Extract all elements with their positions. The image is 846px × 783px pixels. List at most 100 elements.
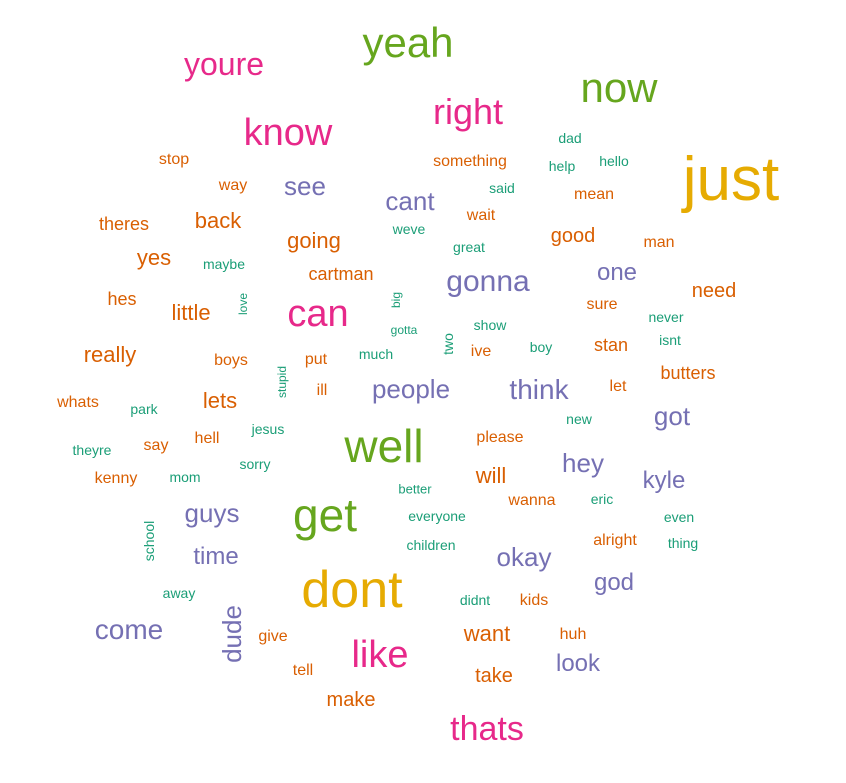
- word-mom: mom: [169, 469, 201, 485]
- word-people: people: [371, 374, 451, 404]
- word-stop: stop: [158, 151, 190, 168]
- word-just: just: [682, 145, 780, 214]
- word-way: way: [218, 177, 248, 194]
- word-hell: hell: [194, 430, 220, 447]
- word-say: say: [143, 437, 169, 454]
- word-hello: hello: [599, 153, 629, 169]
- word-now: now: [580, 64, 658, 111]
- word-kids: kids: [519, 592, 549, 609]
- word-ill: ill: [316, 382, 328, 399]
- word-sure: sure: [586, 296, 618, 313]
- word-good: good: [550, 225, 596, 247]
- word-cartman: cartman: [308, 264, 374, 284]
- word-whats: whats: [57, 394, 99, 411]
- word-one: one: [596, 259, 638, 286]
- word-cant: cant: [385, 186, 435, 216]
- word-everyone: everyone: [408, 508, 466, 524]
- word-never: never: [648, 309, 684, 325]
- word-take: take: [475, 665, 513, 687]
- word-mean: mean: [573, 186, 615, 203]
- word-need: need: [691, 280, 737, 302]
- word-thats: thats: [450, 710, 524, 748]
- word-two: two: [440, 333, 456, 355]
- word-think: think: [509, 374, 569, 405]
- word-can: can: [287, 293, 349, 335]
- word-stan: stan: [593, 335, 629, 355]
- word-hes: hes: [107, 289, 137, 309]
- word-ive: ive: [470, 343, 492, 360]
- word-god: god: [593, 569, 635, 596]
- word-hey: hey: [562, 448, 604, 478]
- word-stupid: stupid: [275, 365, 289, 399]
- word-make: make: [326, 689, 376, 711]
- word-get: get: [293, 489, 357, 541]
- word-little: little: [171, 300, 211, 325]
- word-isnt: isnt: [659, 332, 681, 348]
- word-wanna: wanna: [508, 492, 556, 509]
- word-youre: youre: [183, 46, 265, 82]
- word-theres: theres: [98, 214, 150, 234]
- word-please: please: [476, 429, 524, 446]
- word-said: said: [489, 180, 515, 196]
- word-boy: boy: [529, 339, 553, 355]
- word-see: see: [284, 171, 326, 201]
- word-know: know: [243, 112, 333, 154]
- word-much: much: [358, 346, 394, 362]
- word-like: like: [351, 634, 409, 676]
- word-something: something: [433, 153, 507, 170]
- word-dont: dont: [301, 561, 403, 619]
- word-yeah: yeah: [362, 19, 454, 66]
- word-yes: yes: [136, 245, 172, 270]
- word-even: even: [663, 509, 695, 525]
- word-time: time: [193, 543, 239, 570]
- word-eric: eric: [590, 491, 614, 507]
- word-help: help: [548, 158, 576, 174]
- word-really: really: [83, 342, 137, 367]
- word-kenny: kenny: [94, 470, 138, 487]
- word-children: children: [406, 537, 456, 553]
- word-put: put: [304, 351, 328, 368]
- word-give: give: [258, 628, 288, 645]
- word-let: let: [609, 378, 627, 395]
- word-new: new: [566, 411, 592, 427]
- word-love: love: [236, 292, 250, 316]
- word-going: going: [287, 228, 341, 253]
- word-tell: tell: [292, 662, 314, 679]
- word-wait: wait: [466, 207, 496, 224]
- word-show: show: [473, 317, 507, 333]
- word-got: got: [653, 401, 691, 431]
- word-big: big: [389, 291, 403, 309]
- word-away: away: [162, 585, 196, 601]
- word-okay: okay: [496, 542, 552, 572]
- word-guys: guys: [184, 498, 240, 528]
- word-will: will: [475, 463, 507, 488]
- word-sorry: sorry: [239, 456, 271, 472]
- word-huh: huh: [559, 626, 587, 643]
- word-gonna: gonna: [446, 265, 530, 298]
- word-man: man: [643, 234, 675, 251]
- word-thing: thing: [667, 535, 699, 551]
- word-jesus: jesus: [251, 421, 285, 437]
- word-gotta: gotta: [390, 323, 418, 337]
- word-theyre: theyre: [72, 442, 112, 458]
- word-lets: lets: [202, 388, 238, 413]
- word-butters: butters: [660, 363, 716, 383]
- word-better: better: [398, 481, 432, 497]
- word-didnt: didnt: [459, 592, 491, 608]
- word-back: back: [194, 208, 242, 233]
- word-kyle: kyle: [642, 467, 686, 494]
- word-school: school: [141, 520, 157, 562]
- word-want: want: [463, 621, 511, 646]
- word-come: come: [94, 614, 164, 645]
- word-weve: weve: [392, 221, 426, 237]
- word-boys: boys: [214, 352, 248, 369]
- word-dad: dad: [558, 130, 582, 146]
- word-maybe: maybe: [202, 256, 246, 272]
- word-park: park: [130, 401, 158, 417]
- word-alright: alright: [593, 532, 637, 549]
- word-dude: dude: [217, 605, 247, 663]
- word-great: great: [453, 239, 485, 255]
- word-look: look: [555, 650, 601, 677]
- word-right: right: [432, 91, 504, 132]
